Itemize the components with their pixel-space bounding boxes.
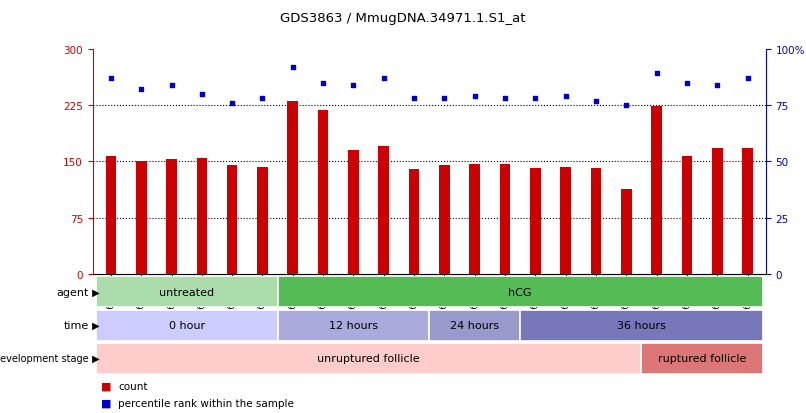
Point xyxy=(226,100,239,107)
Text: ▶: ▶ xyxy=(89,353,99,363)
Text: GDS3863 / MmugDNA.34971.1.S1_at: GDS3863 / MmugDNA.34971.1.S1_at xyxy=(280,12,526,25)
Bar xyxy=(409,170,419,275)
Bar xyxy=(226,166,238,275)
Bar xyxy=(96,277,277,308)
Point xyxy=(438,96,451,102)
Point xyxy=(135,87,147,93)
Text: 36 hours: 36 hours xyxy=(617,320,666,330)
Bar xyxy=(439,166,450,275)
Point xyxy=(620,102,633,109)
Bar xyxy=(136,162,147,275)
Point xyxy=(499,96,512,102)
Bar xyxy=(288,102,298,275)
Bar xyxy=(520,310,762,341)
Bar xyxy=(591,169,601,275)
Text: count: count xyxy=(118,381,148,391)
Bar xyxy=(96,310,277,341)
Text: ▶: ▶ xyxy=(89,320,99,330)
Text: 0 hour: 0 hour xyxy=(168,320,205,330)
Bar xyxy=(469,164,480,275)
Text: unruptured follicle: unruptured follicle xyxy=(318,353,420,363)
Text: 24 hours: 24 hours xyxy=(450,320,499,330)
Bar xyxy=(166,160,177,275)
Text: time: time xyxy=(64,320,89,330)
Text: development stage: development stage xyxy=(0,353,89,363)
Point xyxy=(347,82,359,89)
Point xyxy=(286,64,299,71)
Bar xyxy=(106,157,116,275)
Text: ▶: ▶ xyxy=(89,287,99,297)
Point xyxy=(468,93,481,100)
Bar xyxy=(318,110,328,275)
Point xyxy=(741,76,754,82)
Point xyxy=(377,76,390,82)
Bar xyxy=(560,167,571,275)
Point xyxy=(408,96,421,102)
Bar xyxy=(429,310,520,341)
Point xyxy=(529,96,542,102)
Text: 12 hours: 12 hours xyxy=(329,320,378,330)
Bar xyxy=(197,158,207,275)
Point xyxy=(317,80,330,87)
Bar xyxy=(682,157,692,275)
Bar xyxy=(712,149,722,275)
Text: ■: ■ xyxy=(101,381,111,391)
Text: ruptured follicle: ruptured follicle xyxy=(658,353,746,363)
Point xyxy=(650,71,663,78)
Bar xyxy=(530,169,541,275)
Bar xyxy=(348,151,359,275)
Text: agent: agent xyxy=(56,287,89,297)
Bar xyxy=(96,343,642,374)
Point xyxy=(559,93,572,100)
Bar xyxy=(742,149,753,275)
Point xyxy=(195,91,208,98)
Bar xyxy=(642,343,762,374)
Bar xyxy=(621,190,632,275)
Text: hCG: hCG xyxy=(509,287,532,297)
Bar xyxy=(277,277,762,308)
Point xyxy=(589,98,602,104)
Point xyxy=(165,82,178,89)
Text: percentile rank within the sample: percentile rank within the sample xyxy=(118,398,294,408)
Text: untreated: untreated xyxy=(159,287,214,297)
Bar xyxy=(500,164,510,275)
Bar xyxy=(651,107,662,275)
Bar xyxy=(257,167,268,275)
Text: ■: ■ xyxy=(101,398,111,408)
Point xyxy=(680,80,693,87)
Bar xyxy=(378,147,389,275)
Bar xyxy=(277,310,429,341)
Point xyxy=(105,76,118,82)
Point xyxy=(711,82,724,89)
Point xyxy=(256,96,269,102)
